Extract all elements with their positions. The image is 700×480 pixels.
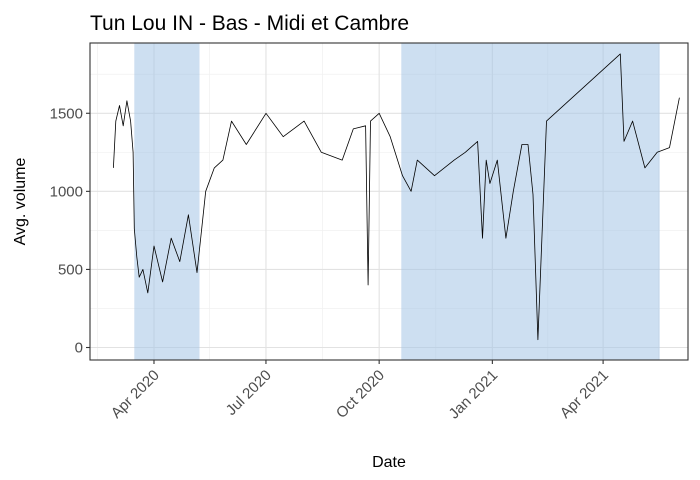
x-tick-label: Oct 2020: [333, 367, 388, 422]
x-tick-label: Apr 2020: [108, 367, 163, 422]
x-tick-label: Jan 2021: [446, 367, 502, 423]
x-axis: Apr 2020 Jul 2020 Oct 2020 Jan 2021 Apr 2021: [108, 360, 612, 422]
panel-border: [89, 42, 689, 361]
series-group: [113, 53, 680, 341]
x-tick-label: Apr 2021: [557, 367, 612, 422]
y-axis-label: Avg. volume: [12, 158, 29, 246]
shaded-period: [401, 43, 660, 360]
y-tick-label: 1000: [50, 183, 83, 200]
y-axis: 0 500 1000 1500: [50, 105, 90, 357]
y-tick-label: 500: [58, 261, 83, 278]
x-tick-label: Jul 2020: [223, 367, 275, 419]
y-tick-label: 0: [75, 340, 83, 357]
x-axis-label: Date: [372, 454, 406, 471]
series-line: [113, 53, 680, 341]
shaded-periods: [134, 43, 660, 360]
shaded-period: [134, 43, 200, 360]
chart-title: Tun Lou IN - Bas - Midi et Cambre: [90, 12, 409, 35]
y-tick-label: 1500: [50, 105, 83, 122]
